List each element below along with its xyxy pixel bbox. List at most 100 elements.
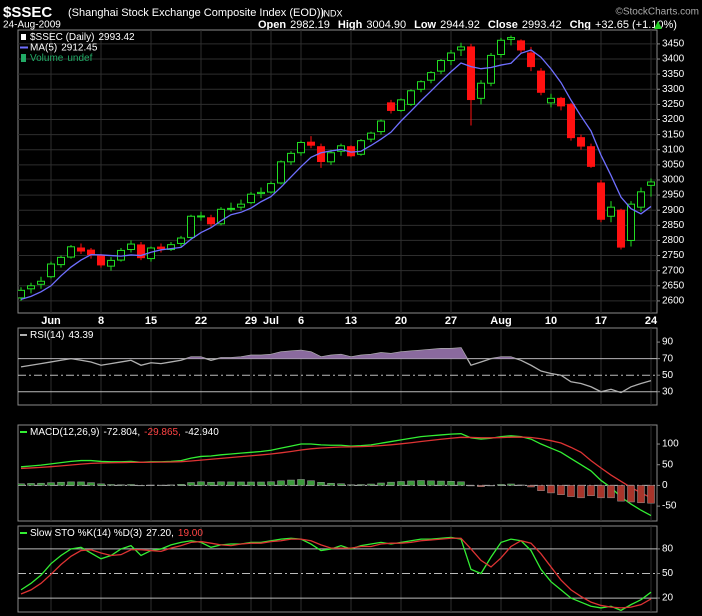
candle-body	[627, 203, 635, 241]
panel-frame	[17, 424, 658, 522]
histogram-bar	[337, 483, 345, 486]
x-tick-label: 8	[98, 315, 104, 327]
x-tick-label: 29	[245, 315, 257, 327]
plot-area	[18, 35, 655, 301]
candle-body	[507, 37, 515, 40]
histogram-bar	[367, 483, 375, 486]
x-tick-label: Jun	[41, 315, 61, 327]
histogram-bar	[427, 480, 435, 486]
candle-body	[187, 215, 195, 238]
histogram-bar	[437, 480, 445, 486]
candle-body	[447, 52, 455, 62]
candle-body	[67, 246, 75, 258]
histogram-bar	[637, 485, 645, 504]
line	[20, 49, 652, 301]
legend-value: -29.865,	[144, 427, 181, 438]
candle-body	[177, 237, 185, 244]
x-tick-label: Jul	[263, 315, 279, 327]
y-tick-label: 3050	[662, 159, 685, 170]
candle-body	[217, 208, 225, 225]
candle-body	[407, 90, 415, 105]
histogram-bar	[547, 485, 555, 494]
histogram-bar	[377, 482, 385, 486]
histogram-bar	[627, 485, 635, 503]
candle-body	[307, 141, 315, 146]
line	[20, 536, 652, 612]
candle-body	[607, 206, 615, 217]
candle-body	[37, 280, 45, 285]
plot-area	[18, 433, 655, 517]
histogram-bar	[507, 483, 515, 486]
candle-body	[137, 244, 145, 259]
line	[20, 433, 652, 517]
candle-body	[77, 247, 85, 252]
symbol: $SSEC	[3, 4, 52, 21]
legend-swatch	[21, 54, 26, 62]
histogram-bar	[18, 483, 25, 486]
candle-body	[167, 244, 175, 251]
candle-body	[557, 97, 565, 107]
histogram-bar	[567, 485, 575, 497]
candle-body	[297, 141, 305, 154]
quote-value: +32.65 (+1.10%)	[595, 19, 677, 31]
y-tick-label: 2750	[662, 250, 685, 261]
y-tick-label: 3400	[662, 54, 685, 65]
x-tick-label: 17	[595, 315, 607, 327]
histogram-bar	[557, 485, 565, 495]
legend-entry: Volume undef	[30, 53, 93, 64]
candle-body	[227, 207, 235, 210]
legend-entry: RSI(14) 43.39	[30, 330, 94, 341]
x-tick-label: Aug	[490, 315, 511, 327]
candle-body	[537, 70, 545, 93]
histogram-bar	[57, 481, 65, 486]
candle-body	[577, 137, 585, 147]
histogram-bar	[157, 484, 165, 486]
y-tick-label: 100	[662, 439, 679, 450]
date: 24-Aug-2009	[3, 20, 61, 31]
legend-entry: MA(5) 2912.45	[30, 42, 98, 53]
histogram-bar	[597, 485, 605, 499]
y-tick-label: 2600	[662, 296, 685, 307]
y-tick-label: 50	[662, 568, 674, 579]
histogram-bar	[347, 484, 355, 486]
plot-area	[20, 536, 652, 612]
histogram-bar	[577, 485, 585, 499]
histogram-bar	[357, 484, 365, 486]
y-tick-label: 80	[662, 544, 674, 555]
quote-value: 2982.19	[290, 19, 330, 31]
source: ©StockCharts.com	[615, 7, 699, 18]
candle-body	[357, 140, 365, 155]
legend-value: 43.39	[68, 330, 93, 341]
y-tick-label: 3350	[662, 69, 685, 80]
x-tick-label: 22	[195, 315, 207, 327]
y-tick-label: 30	[662, 386, 674, 397]
line	[20, 436, 652, 499]
candle-body	[337, 145, 345, 152]
histogram-bar	[297, 479, 305, 486]
legend-value: 2993.42	[98, 32, 135, 43]
y-tick-label: 2850	[662, 220, 685, 231]
quote-label: Low	[414, 19, 436, 31]
candle-body	[57, 256, 65, 266]
histogram-bar	[517, 484, 525, 486]
legend-entry: MACD(12,26,9) -72.804, -29.865, -42.940	[30, 427, 219, 438]
y-tick-label: 50	[662, 370, 674, 381]
histogram-bar	[27, 483, 35, 486]
histogram-bar	[117, 484, 125, 486]
histogram-bar	[47, 482, 55, 486]
histogram-bar	[397, 481, 405, 486]
candle-body	[397, 99, 405, 111]
y-tick-label: 3300	[662, 84, 685, 95]
histogram-bar	[67, 481, 75, 486]
y-tick-label: 2800	[662, 235, 685, 246]
y-tick-label: 2650	[662, 280, 685, 291]
histogram-bar	[537, 485, 545, 491]
histogram-bar	[267, 481, 275, 486]
candle-body	[157, 246, 165, 250]
histogram-bar	[197, 481, 205, 486]
histogram-bar	[77, 481, 85, 486]
legend-name: RSI(14)	[30, 330, 64, 341]
candle-body	[587, 146, 595, 167]
quote-label: Close	[488, 19, 518, 31]
candle-body	[107, 259, 115, 267]
